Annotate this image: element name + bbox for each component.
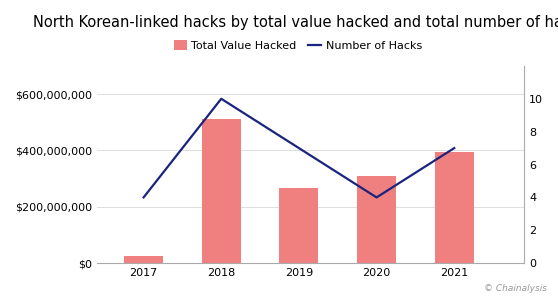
- Number of Hacks: [451, 146, 458, 150]
- Bar: [202, 120, 240, 263]
- Bar: [124, 256, 163, 263]
- Legend: Total Value Hacked, Number of Hacks: Total Value Hacked, Number of Hacks: [169, 36, 426, 55]
- Number of Hacks: [218, 97, 225, 101]
- Bar: [357, 176, 396, 263]
- Number of Hacks: [296, 146, 302, 150]
- Bar: [435, 152, 474, 263]
- Number of Hacks: [140, 196, 147, 199]
- Number of Hacks: [373, 196, 380, 199]
- Title: North Korean-linked hacks by total value hacked and total number of hacks: North Korean-linked hacks by total value…: [33, 15, 558, 30]
- Text: © Chainalysis: © Chainalysis: [484, 284, 547, 293]
- Bar: [280, 189, 318, 263]
- Line: Number of Hacks: Number of Hacks: [143, 99, 454, 197]
